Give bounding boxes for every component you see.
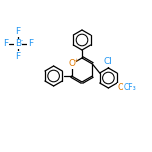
- Text: Cl: Cl: [104, 57, 113, 67]
- Text: -: -: [21, 38, 23, 43]
- Text: F: F: [28, 40, 33, 48]
- Text: F: F: [16, 52, 21, 61]
- Text: F: F: [3, 40, 8, 48]
- Text: O: O: [118, 83, 124, 93]
- Text: +: +: [73, 59, 78, 64]
- Text: F: F: [16, 27, 21, 36]
- Text: B: B: [15, 40, 21, 48]
- Text: CF₃: CF₃: [124, 83, 136, 93]
- Text: O: O: [68, 59, 75, 69]
